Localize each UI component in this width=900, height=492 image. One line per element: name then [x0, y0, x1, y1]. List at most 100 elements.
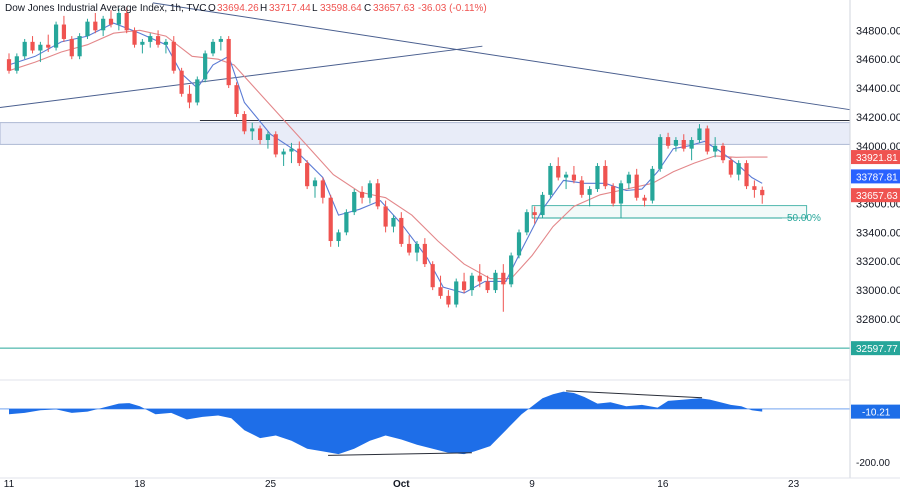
candle[interactable] [140, 38, 145, 54]
candle[interactable] [658, 134, 663, 172]
candle[interactable] [407, 235, 412, 256]
candle[interactable] [383, 200, 388, 233]
candle[interactable] [579, 176, 584, 198]
candle[interactable] [179, 67, 184, 97]
candle[interactable] [665, 132, 671, 149]
candle[interactable] [116, 8, 121, 31]
candle[interactable] [626, 171, 631, 190]
price-pane[interactable]: 50.00% [0, 2, 851, 349]
candle[interactable] [30, 36, 35, 54]
oscillator-pane[interactable] [0, 390, 850, 456]
candle[interactable] [124, 7, 129, 34]
candle[interactable] [77, 33, 82, 60]
candle[interactable] [422, 238, 427, 268]
candle[interactable] [414, 241, 420, 262]
candle[interactable] [556, 157, 561, 181]
candle[interactable] [359, 186, 365, 204]
candle[interactable] [760, 186, 765, 204]
candle[interactable] [305, 160, 310, 190]
candle[interactable] [14, 53, 19, 74]
candle[interactable] [257, 125, 263, 145]
candle[interactable] [461, 272, 467, 293]
candle[interactable] [642, 194, 647, 207]
candle[interactable] [493, 269, 498, 293]
candle[interactable] [344, 209, 349, 236]
candle[interactable] [281, 148, 286, 166]
candle[interactable] [540, 191, 545, 218]
candle[interactable] [673, 137, 679, 152]
candle[interactable] [250, 122, 255, 140]
candle[interactable] [312, 177, 318, 198]
candle[interactable] [736, 160, 741, 181]
candle[interactable] [289, 142, 294, 164]
candle[interactable] [93, 12, 98, 34]
candle[interactable] [501, 264, 506, 312]
candle[interactable] [203, 50, 208, 83]
candle[interactable] [148, 33, 153, 48]
candle[interactable] [548, 163, 553, 198]
candle[interactable] [689, 137, 694, 161]
candle[interactable] [265, 131, 271, 149]
candle[interactable] [720, 142, 726, 164]
candle[interactable] [187, 85, 192, 109]
candle[interactable] [603, 160, 608, 190]
candle[interactable] [477, 264, 482, 288]
candle[interactable] [587, 186, 592, 207]
candle-body [438, 287, 443, 296]
candle[interactable] [163, 38, 169, 54]
candle[interactable] [516, 229, 522, 259]
candle[interactable] [297, 141, 302, 166]
candle[interactable] [650, 165, 655, 204]
candle[interactable] [69, 36, 74, 60]
candle[interactable] [681, 134, 686, 152]
candle[interactable] [375, 178, 380, 210]
candle[interactable] [446, 290, 451, 308]
candle[interactable] [336, 229, 341, 247]
candle[interactable] [61, 15, 67, 42]
candle[interactable] [697, 124, 702, 143]
candle[interactable] [218, 36, 223, 51]
candle[interactable] [132, 27, 137, 48]
candle[interactable] [6, 53, 12, 74]
candle[interactable] [532, 206, 537, 224]
candle[interactable] [634, 168, 639, 201]
candle[interactable] [571, 165, 577, 184]
candle[interactable] [226, 36, 231, 89]
candle[interactable] [728, 157, 733, 178]
candle[interactable] [242, 111, 247, 135]
candle[interactable] [524, 209, 529, 236]
candle[interactable] [273, 131, 278, 158]
candle[interactable] [101, 15, 106, 37]
candle[interactable] [618, 180, 624, 218]
candle[interactable] [210, 38, 216, 57]
candle[interactable] [367, 180, 373, 204]
candle[interactable] [438, 275, 443, 299]
candle[interactable] [752, 180, 757, 198]
candle[interactable] [171, 36, 176, 74]
candle[interactable] [430, 261, 435, 291]
candle[interactable] [328, 194, 333, 247]
candle[interactable] [399, 212, 404, 247]
candle[interactable] [744, 160, 749, 190]
candle[interactable] [705, 125, 710, 155]
candle[interactable] [391, 215, 396, 233]
candle[interactable] [595, 163, 600, 192]
candle[interactable] [85, 18, 90, 39]
candle[interactable] [234, 82, 239, 117]
candle[interactable] [320, 177, 325, 204]
candle[interactable] [53, 21, 59, 51]
candle[interactable] [713, 137, 718, 158]
candle[interactable] [469, 272, 475, 296]
candle[interactable] [155, 30, 161, 48]
candle[interactable] [108, 10, 114, 28]
candle[interactable] [22, 38, 27, 60]
candle[interactable] [611, 183, 616, 207]
candle[interactable] [352, 189, 357, 216]
candle[interactable] [485, 275, 490, 293]
candle[interactable] [46, 34, 51, 52]
candle[interactable] [195, 76, 200, 106]
candle[interactable] [563, 171, 569, 190]
candle[interactable] [38, 41, 43, 63]
candle[interactable] [454, 278, 459, 308]
candle[interactable] [509, 252, 514, 288]
